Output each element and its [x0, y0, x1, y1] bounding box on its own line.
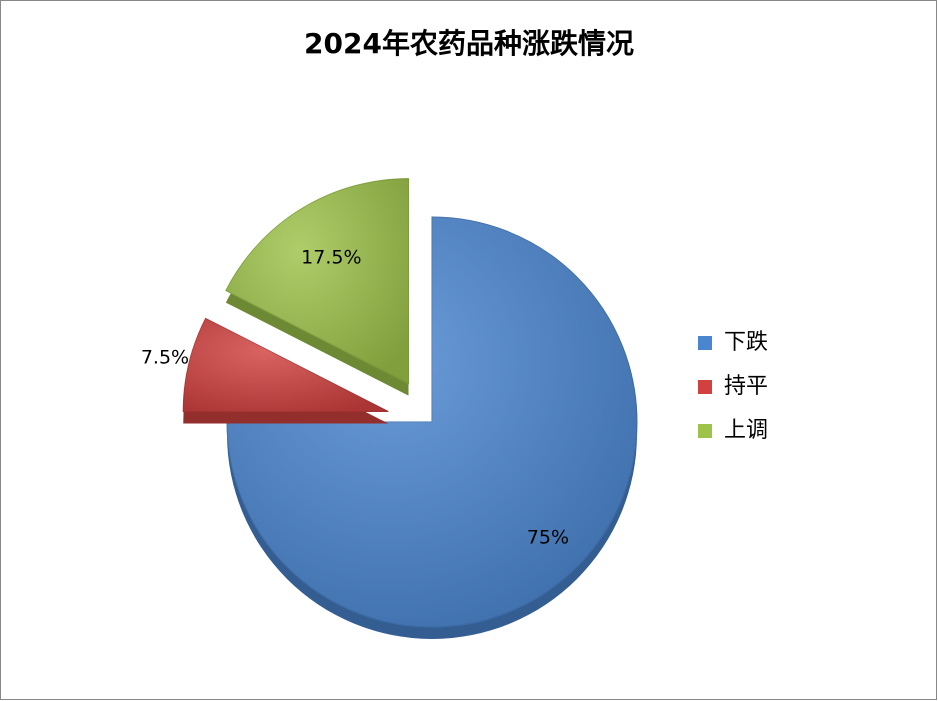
data-label: 75%	[527, 526, 569, 548]
data-label: 7.5%	[141, 346, 189, 368]
legend-swatch	[698, 336, 712, 350]
legend-label: 持平	[724, 374, 768, 399]
legend-label: 下跌	[724, 330, 768, 355]
legend-label: 上调	[724, 418, 768, 443]
slice-shade	[183, 318, 389, 412]
slice-shade	[225, 178, 409, 384]
legend-swatch	[698, 380, 712, 394]
legend-swatch	[698, 424, 712, 438]
slice-shade	[227, 217, 637, 627]
data-label: 17.5%	[301, 246, 361, 268]
chart-title: 2024年农药品种涨跌情况	[304, 27, 634, 60]
